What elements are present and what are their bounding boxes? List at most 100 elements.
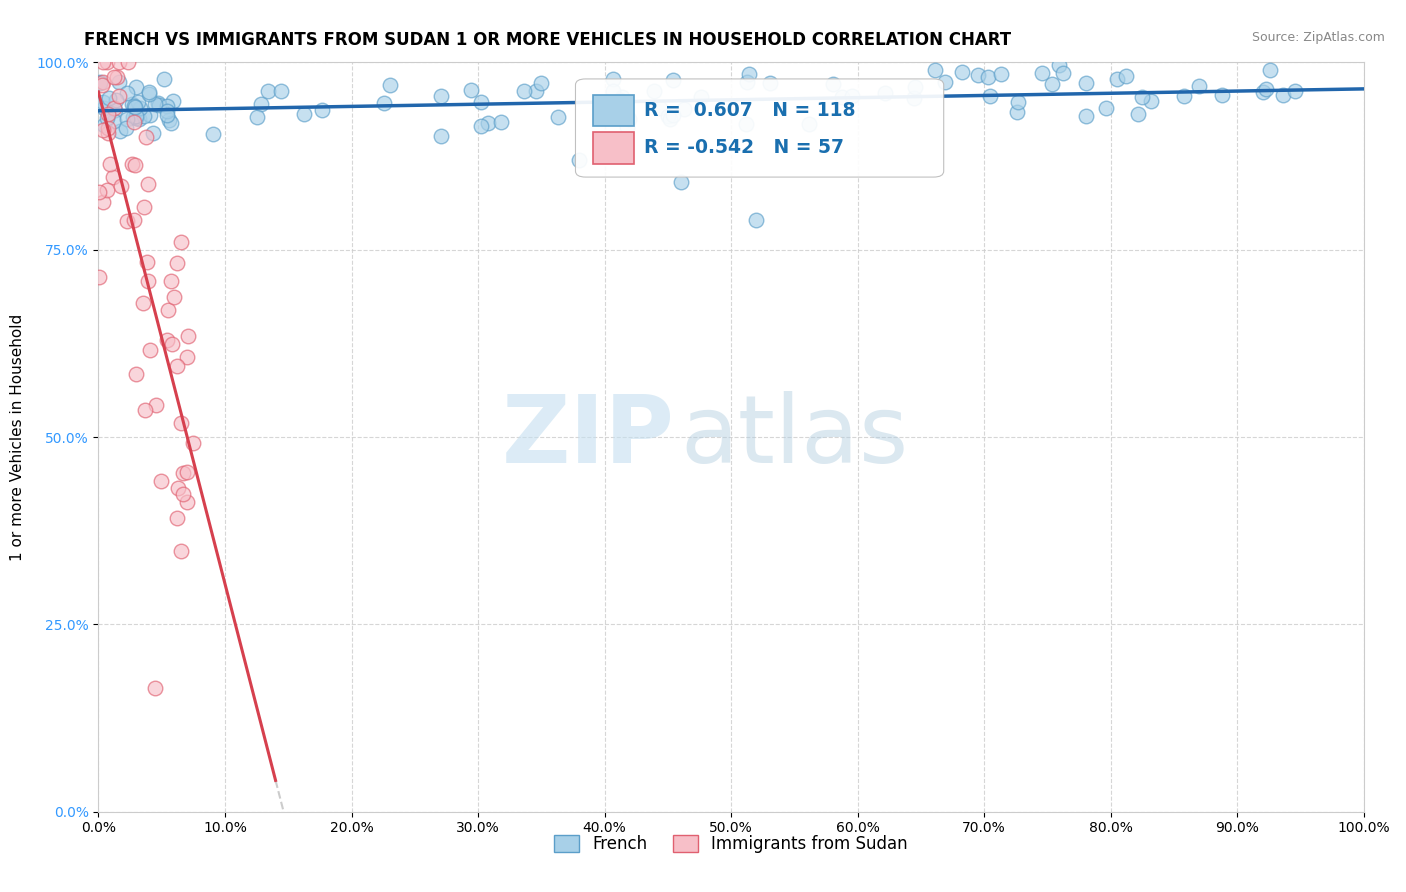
FancyBboxPatch shape (575, 78, 943, 178)
Point (1031, 65, 1053, 79)
Point (122, 98, 145, 112)
Point (159, 116, 181, 130)
Point (166, 511, 188, 525)
Point (138, 85, 160, 99)
Point (250, 96, 273, 111)
Point (128, 112, 150, 127)
Point (1251, 86, 1274, 100)
Point (117, 86, 139, 100)
Point (132, 109, 155, 123)
Point (1074, 76, 1097, 90)
FancyBboxPatch shape (593, 132, 634, 163)
Point (91, 78, 114, 92)
Legend: French, Immigrants from Sudan: French, Immigrants from Sudan (548, 828, 914, 860)
Point (153, 71, 176, 86)
Point (176, 495, 198, 509)
Point (270, 84, 292, 98)
Point (477, 116, 499, 130)
Point (139, 107, 162, 121)
Point (950, 65, 973, 79)
Point (97, 121, 120, 136)
Point (429, 88, 451, 103)
Point (122, 212, 145, 227)
Point (530, 76, 553, 90)
Point (136, 274, 159, 288)
Point (1105, 72, 1128, 87)
Point (661, 107, 683, 121)
Point (156, 99, 179, 113)
Point (311, 103, 333, 117)
Point (169, 235, 191, 250)
Point (1284, 84, 1306, 98)
Point (599, 95, 621, 109)
Point (176, 350, 198, 364)
Point (96, 55, 118, 70)
Point (103, 70, 125, 85)
Point (797, 117, 820, 131)
Point (121, 111, 143, 125)
Point (759, 77, 782, 91)
Text: atlas: atlas (681, 391, 908, 483)
Point (145, 96, 167, 111)
Point (124, 100, 146, 114)
Point (841, 89, 863, 103)
Point (91, 55, 114, 70)
Point (142, 127, 165, 141)
Point (125, 109, 148, 123)
Point (150, 475, 173, 489)
Point (104, 103, 127, 118)
Point (129, 101, 152, 115)
Point (181, 436, 204, 450)
Point (156, 103, 179, 118)
Point (1126, 106, 1149, 120)
Point (156, 302, 179, 317)
Point (110, 178, 132, 193)
Point (93, 123, 115, 137)
Point (489, 115, 512, 129)
Point (107, 55, 129, 70)
Point (105, 70, 128, 85)
Point (460, 83, 482, 97)
Point (735, 118, 758, 132)
Point (547, 111, 569, 125)
Point (107, 88, 129, 103)
Point (117, 55, 139, 70)
Point (157, 112, 180, 127)
FancyBboxPatch shape (593, 95, 634, 126)
Point (101, 169, 124, 184)
Point (115, 112, 138, 126)
Point (823, 77, 845, 91)
Point (97, 126, 120, 140)
Point (163, 290, 186, 304)
Point (89, 76, 111, 90)
Point (170, 417, 193, 431)
Point (669, 175, 692, 189)
Point (134, 402, 156, 417)
Point (1256, 82, 1278, 96)
Point (115, 121, 138, 136)
Point (602, 72, 624, 87)
Point (657, 110, 679, 124)
Point (155, 334, 177, 348)
Point (103, 114, 125, 128)
Point (1211, 87, 1233, 102)
Point (524, 84, 547, 98)
Point (904, 79, 927, 94)
Point (1173, 88, 1195, 103)
Point (135, 255, 157, 269)
Point (513, 84, 536, 98)
Point (107, 75, 129, 89)
Point (737, 67, 759, 81)
Point (125, 367, 148, 381)
Point (166, 359, 188, 374)
Point (602, 84, 624, 98)
Point (1139, 94, 1161, 108)
Point (96, 183, 118, 197)
Point (160, 337, 183, 351)
Point (121, 96, 143, 111)
Point (378, 78, 401, 92)
Point (103, 102, 125, 116)
Point (648, 101, 671, 115)
Point (93, 102, 115, 116)
Point (138, 343, 160, 358)
